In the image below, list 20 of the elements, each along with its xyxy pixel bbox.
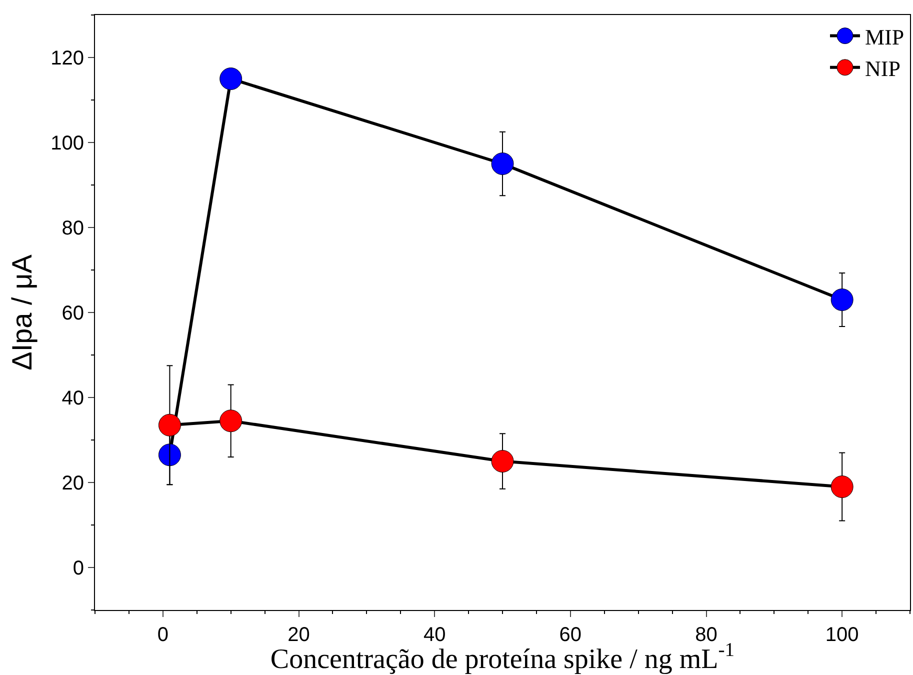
point xyxy=(491,450,514,472)
x-tick-label: 100 xyxy=(825,624,859,646)
y-tick-label: 80 xyxy=(62,218,84,240)
y-tick-label: 0 xyxy=(72,558,84,580)
point xyxy=(220,68,242,90)
y-tick-label: 100 xyxy=(50,132,84,154)
point xyxy=(158,414,181,436)
legend-label: NIP xyxy=(865,56,900,81)
y-tick-label: 60 xyxy=(62,302,84,324)
y-axis-title: ΔIpa / μA xyxy=(6,254,38,370)
legend-label: MIP xyxy=(865,24,904,50)
point xyxy=(830,288,854,311)
y-tick-label: 40 xyxy=(62,388,84,410)
point xyxy=(830,476,854,498)
point xyxy=(158,444,181,466)
point xyxy=(220,410,242,432)
point xyxy=(491,152,514,175)
y-tick-label: 120 xyxy=(50,48,84,70)
x-tick-label: 0 xyxy=(157,624,168,646)
y-tick-label: 20 xyxy=(62,472,84,494)
